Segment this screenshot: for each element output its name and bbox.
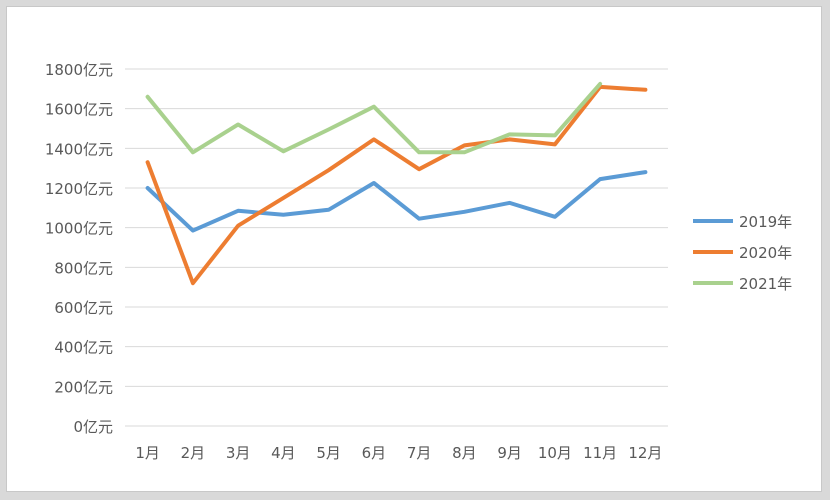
x-tick-label: 2月 (181, 444, 206, 462)
series-layer (145, 81, 648, 286)
y-tick-label: 1800亿元 (45, 61, 113, 79)
y-tick-label: 400亿元 (54, 339, 113, 357)
x-tick-label: 5月 (316, 444, 341, 462)
x-tick-label: 7月 (407, 444, 432, 462)
legend-item: 2020年 (693, 244, 792, 262)
x-tick-label: 4月 (271, 444, 296, 462)
x-tick-label: 6月 (362, 444, 387, 462)
y-tick-label: 1200亿元 (45, 180, 113, 198)
legend-label: 2019年 (739, 213, 792, 231)
series-line-1 (145, 170, 648, 233)
y-axis-ticks: 0亿元 200亿元 400亿元 600亿元 800亿元 1000亿元 1200亿元 1400亿… (45, 61, 113, 436)
x-tick-label: 12月 (628, 444, 662, 462)
y-tick-label: 200亿元 (54, 378, 113, 396)
legend-item: 2021年 (693, 275, 792, 293)
legend-label: 2021年 (739, 275, 792, 293)
x-tick-label: 10月 (538, 444, 572, 462)
x-tick-label: 1月 (135, 444, 160, 462)
chart-frame (6, 6, 822, 492)
legend-item: 2019年 (693, 213, 792, 231)
legend: 2019年 2020年 2021年 (693, 213, 792, 293)
series-line-3 (145, 81, 603, 155)
x-tick-label: 8月 (452, 444, 477, 462)
x-tick-label: 9月 (497, 444, 522, 462)
grid-layer (125, 68, 668, 427)
y-tick-label: 600亿元 (54, 299, 113, 317)
y-tick-label: 800亿元 (54, 259, 113, 277)
x-tick-label: 3月 (226, 444, 251, 462)
y-tick-label: 1000亿元 (45, 220, 113, 238)
y-tick-label: 0亿元 (73, 418, 113, 436)
legend-label: 2020年 (739, 244, 792, 262)
x-tick-label: 11月 (583, 444, 617, 462)
y-tick-label: 1400亿元 (45, 140, 113, 158)
x-axis-ticks: 1月 2月 3月 4月 5月 6月 7月 8月 9月 10月 11月 12月 (135, 444, 662, 462)
series-line-2 (145, 84, 648, 286)
y-tick-label: 1600亿元 (45, 101, 113, 119)
